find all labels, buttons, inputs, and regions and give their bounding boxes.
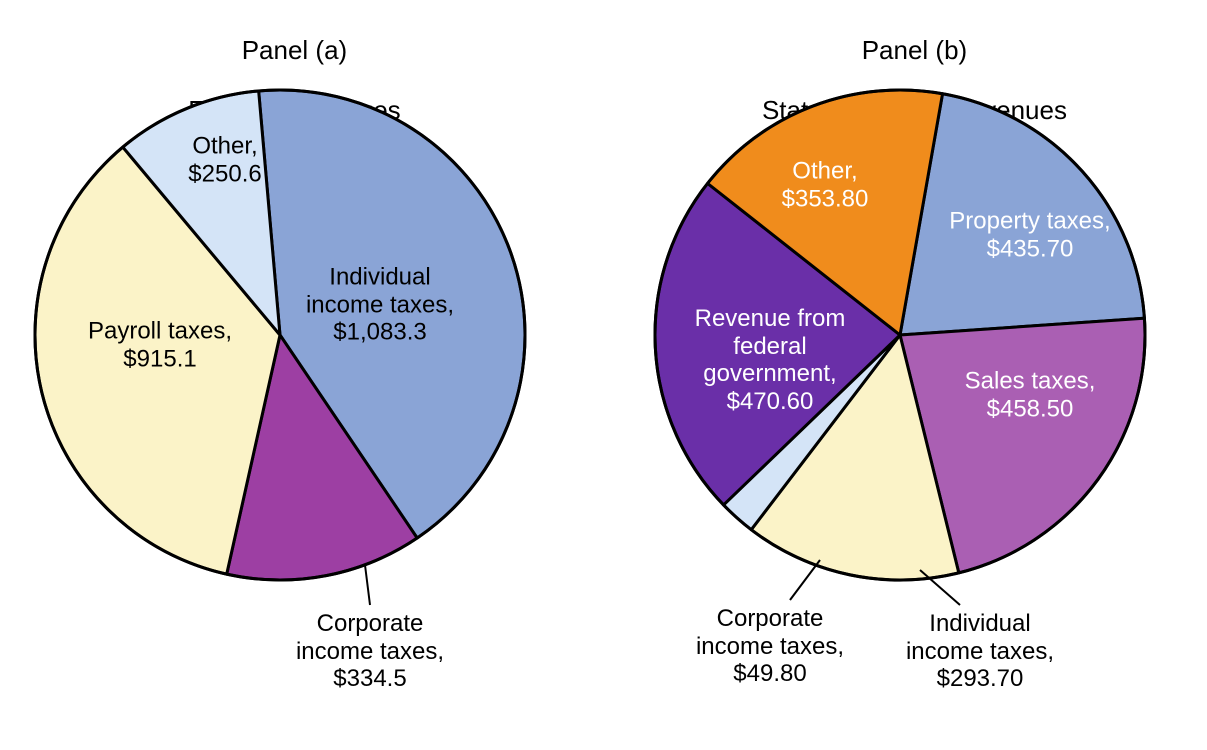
page: Panel (a) Federal Revenues Panel (b) Sta… — [0, 0, 1207, 750]
pie-b: Property taxes, $435.70Sales taxes, $458… — [0, 0, 1207, 750]
